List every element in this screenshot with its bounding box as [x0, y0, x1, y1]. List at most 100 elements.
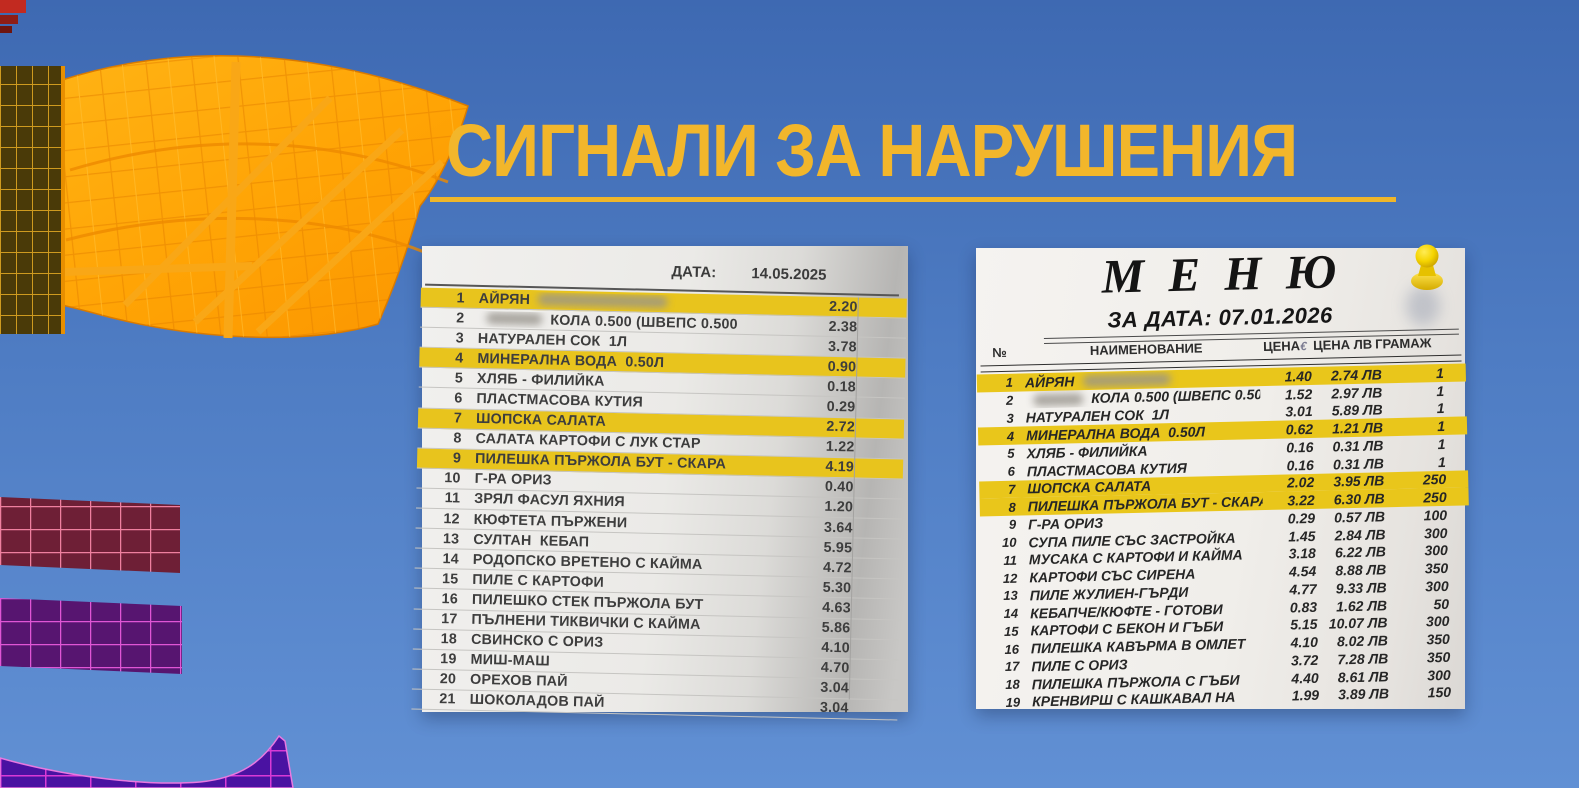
column-header-number: №: [992, 344, 1007, 361]
item-number: 7: [1007, 481, 1016, 497]
item-grams: 1: [1437, 435, 1446, 452]
item-number: 13: [1003, 588, 1018, 604]
item-number: 19: [1005, 694, 1021, 710]
item-price-lv: 8.02 ЛВ: [1336, 632, 1389, 650]
gold-tower: [0, 0, 65, 334]
item-price-eur: 0.16: [1286, 438, 1314, 456]
item-price: 0.29: [826, 398, 856, 416]
item-price-lv: 8.88 ЛВ: [1335, 561, 1387, 579]
item-price-lv: 6.30 ЛВ: [1333, 490, 1385, 508]
item-number: 4: [1006, 428, 1015, 444]
item-price-lv: 2.84 ЛВ: [1334, 525, 1386, 544]
title-underline: [430, 197, 1396, 202]
item-price-eur: 3.01: [1285, 403, 1313, 420]
item-grams: 50: [1433, 595, 1450, 612]
item-grams: 300: [1425, 613, 1450, 630]
item-price-lv: 10.07 ЛВ: [1328, 614, 1388, 632]
item-price-lv: 0.31 ЛВ: [1332, 454, 1385, 473]
item-price: 5.30: [822, 579, 852, 597]
item-number: 5: [1007, 446, 1015, 462]
item-price: 3.78: [827, 338, 857, 356]
item-price-eur: 0.83: [1289, 598, 1318, 616]
item-number: 16: [1004, 641, 1020, 657]
item-price: 5.86: [821, 619, 851, 637]
purple-panel-strip: [0, 598, 182, 674]
item-price: 4.19: [825, 459, 855, 476]
item-grams: 350: [1426, 631, 1451, 648]
item-price-lv: 9.33 ЛВ: [1335, 579, 1387, 597]
item-grams: 300: [1425, 577, 1449, 595]
item-price: 1.22: [825, 439, 855, 456]
item-number: 10: [444, 470, 461, 487]
item-number: 16: [441, 591, 459, 608]
item-number: 9: [452, 450, 462, 467]
item-price-lv: 0.57 ЛВ: [1333, 508, 1386, 526]
euro-symbol: €: [1299, 339, 1307, 354]
item-grams: 1: [1436, 382, 1445, 399]
item-number: 11: [444, 490, 461, 508]
item-number: 14: [442, 550, 460, 568]
item-price: 0.40: [824, 479, 854, 496]
item-number: 12: [1002, 570, 1018, 586]
column-header-grams: ГРАМАЖ: [1374, 335, 1432, 352]
item-price-eur: 1.45: [1288, 527, 1316, 545]
item-grams: 150: [1427, 684, 1452, 701]
item-number: 14: [1003, 605, 1019, 622]
pushpin-shadow: [1406, 286, 1440, 326]
menu-item-list: 1 АЙРЯН 1.40 2.74 ЛВ 1 2 КОЛА 0.500 (ШВЕ…: [976, 363, 1474, 711]
item-number: 1: [1005, 375, 1014, 391]
redacted-text: [1082, 373, 1171, 388]
item-number: 21: [439, 691, 456, 708]
item-number: 1: [456, 289, 465, 307]
item-grams: 300: [1424, 542, 1449, 559]
item-price: 4.10: [821, 639, 851, 657]
item-number: 6: [1007, 463, 1016, 479]
column-header-price-lv: ЦЕНА ЛВ: [1312, 336, 1373, 353]
item-number: 20: [439, 671, 457, 688]
menu-title: МЕНЮ: [1101, 244, 1361, 304]
column-header-price-eur: ЦЕНА€: [1262, 338, 1307, 355]
item-number: 15: [441, 570, 459, 588]
purple-curved-roof: [0, 734, 294, 788]
item-price: 3.64: [823, 519, 853, 537]
item-price-lv: 2.97 ЛВ: [1331, 383, 1383, 402]
item-price-eur: 0.62: [1285, 421, 1314, 438]
item-price: 3.04: [820, 680, 850, 697]
item-price-eur: 4.54: [1288, 563, 1317, 580]
item-number: 3: [455, 330, 465, 347]
item-number: 15: [1003, 623, 1019, 639]
item-number: 2: [455, 310, 465, 327]
column-header-name: НАИМЕНОВАНИЕ: [1089, 340, 1203, 358]
item-number: 11: [1003, 552, 1018, 568]
item-grams: 1: [1437, 453, 1446, 470]
receipt-date-label: ДАТА:: [671, 263, 717, 282]
item-price-lv: 8.61 ЛВ: [1337, 667, 1389, 686]
item-price-lv: 5.89 ЛВ: [1331, 401, 1383, 419]
item-price-lv: 3.95 ЛВ: [1333, 472, 1385, 490]
receipt-date-row: ДАТА: 14.05.2025: [421, 258, 907, 289]
item-price-lv: 1.62 ЛВ: [1336, 596, 1388, 615]
receipt-item-list: 1 АЙРЯН 2.20 2 КОЛА 0.500 (ШВЕПС 0.500 2…: [411, 287, 907, 721]
item-grams: 250: [1422, 471, 1447, 488]
item-price-lv: 0.31 ЛВ: [1332, 437, 1384, 455]
pushpin-icon: [1408, 244, 1446, 292]
item-price-eur: 1.52: [1284, 385, 1313, 403]
item-price-eur: 4.40: [1291, 669, 1319, 687]
item-number: 12: [443, 510, 460, 528]
item-price-lv: 3.89 ЛВ: [1338, 685, 1390, 703]
redacted-text: [538, 293, 669, 308]
item-number: 3: [1006, 410, 1014, 426]
item-number: 5: [454, 370, 464, 387]
receipt-photo: ДАТА: 14.05.2025 1 АЙРЯН 2.20 2 КОЛА 0.5…: [411, 246, 908, 721]
item-number: 7: [453, 410, 463, 427]
item-grams: 300: [1423, 524, 1448, 542]
item-number: 10: [1001, 534, 1017, 551]
item-number: 13: [442, 530, 460, 548]
item-grams: 250: [1423, 489, 1447, 506]
item-price: 4.70: [820, 659, 850, 677]
item-price-eur: 4.77: [1289, 580, 1317, 598]
item-price: 2.72: [826, 418, 856, 436]
item-price-eur: 3.18: [1288, 545, 1317, 562]
item-grams: 1: [1435, 364, 1444, 381]
